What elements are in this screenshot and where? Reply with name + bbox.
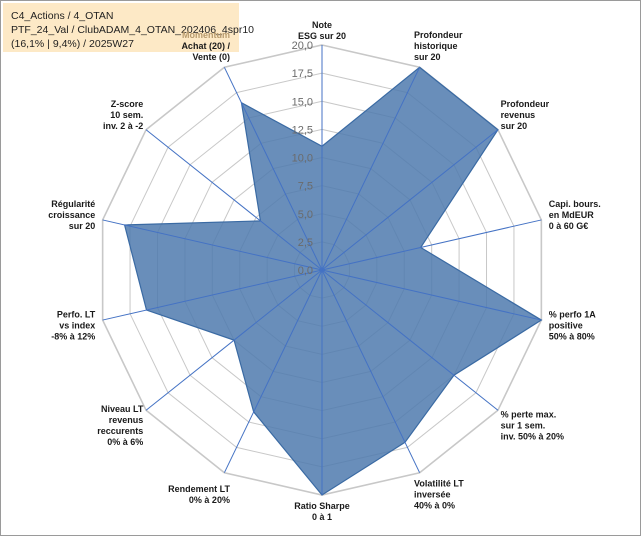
tick-label: 2,5: [298, 237, 313, 249]
tick-label: 7,5: [298, 181, 313, 193]
spoke-line: [321, 269, 421, 473]
chart-header: C4_Actions / 4_OTAN PTF_24_Val / ClubADA…: [3, 3, 254, 52]
spoke-line: [145, 269, 323, 411]
tick-label: 12,5: [292, 124, 313, 136]
spoke-line: [321, 129, 499, 271]
axis-label: Volatilité LT inversée 40% à 0%: [414, 479, 464, 511]
axis-label: Niveau LT revenus reccurents 0% à 6%: [97, 404, 144, 447]
axis-label: Note ESG sur 20: [298, 20, 346, 41]
axis-label: % perfo 1A positive 50% à 80%: [549, 310, 597, 342]
tick-label: 15,0: [292, 96, 313, 108]
axis-label: Perfo. LT vs index -8% à 12%: [51, 310, 96, 342]
spoke-line: [223, 269, 323, 473]
header-line-3: (16,1% | 9,4%) / 2025W27: [11, 38, 134, 50]
spoke-line: [321, 269, 542, 321]
spoke-line: [321, 219, 542, 271]
header-line-1: C4_Actions / 4_OTAN: [11, 10, 114, 22]
spoke-line: [223, 67, 323, 271]
axis-label: % perte max. sur 1 sem. inv. 50% à 20%: [501, 410, 564, 442]
tick-label: 20,0: [292, 40, 313, 52]
tick-label: 5,0: [298, 209, 313, 221]
spoke-line: [102, 269, 323, 321]
spoke-line: [102, 219, 323, 271]
spoke-line: [321, 67, 421, 271]
axis-label: Profondeur revenus sur 20: [501, 99, 550, 131]
axis-label: Z-score 10 sem. inv. 2 à -2: [103, 99, 143, 131]
axis-label: Profondeur historique sur 20: [414, 30, 463, 62]
spoke-line: [321, 269, 499, 411]
header-line-2: PTF_24_Val / ClubADAM_4_OTAN_202406_4spr…: [11, 24, 254, 36]
axis-label: Capi. bours. en MdEUR 0 à 60 G€: [549, 199, 601, 231]
tick-label: 0,0: [298, 265, 313, 277]
spoke-line: [145, 129, 323, 271]
tick-label: 17,5: [292, 68, 313, 80]
axis-label: Régularité croissance sur 20: [48, 199, 95, 231]
axis-label: Rendement LT 0% à 20%: [168, 484, 230, 505]
axis-label: Momentum Achat (20) / Vente (0): [181, 30, 230, 62]
tick-label: 10,0: [292, 153, 313, 165]
axis-label: Ratio Sharpe 0 à 1: [294, 501, 350, 522]
